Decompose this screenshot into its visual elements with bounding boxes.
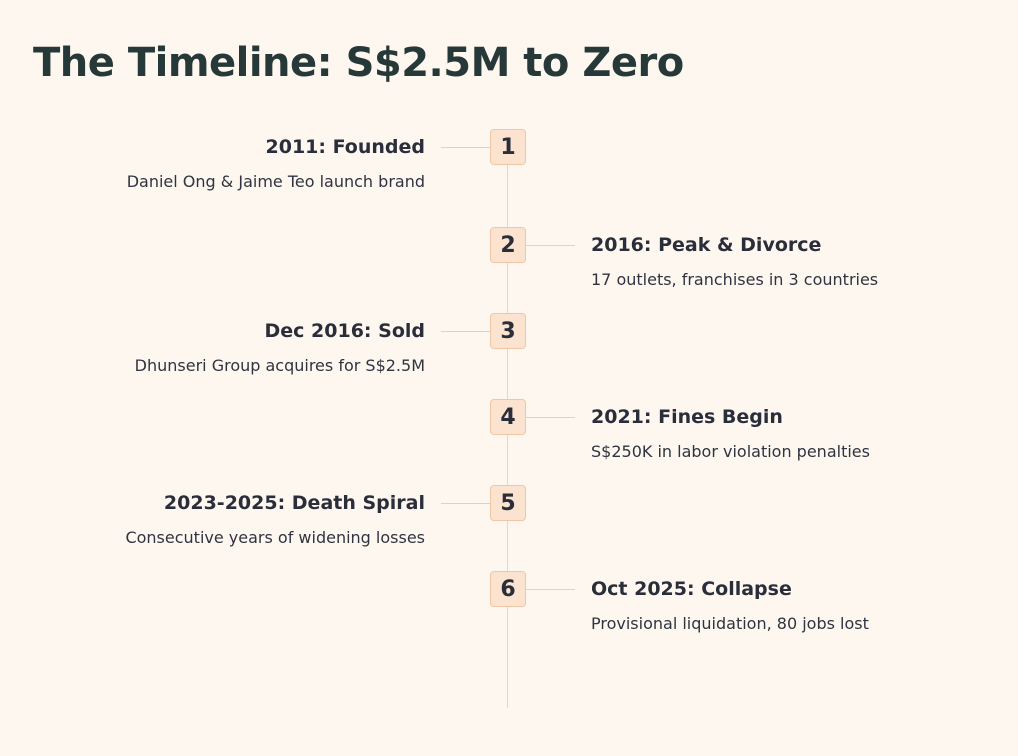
event-description: 17 outlets, franchises in 3 countries <box>591 270 879 289</box>
event-description: Dhunseri Group acquires for S$2.5M <box>134 356 425 375</box>
timeline-spine <box>507 165 508 708</box>
connector <box>441 503 490 504</box>
connector <box>526 589 575 590</box>
event-description: Daniel Ong & Jaime Teo launch brand <box>126 172 425 191</box>
event-title: Oct 2025: Collapse <box>591 578 792 600</box>
step-number: 4 <box>490 399 526 435</box>
step-number: 1 <box>490 129 526 165</box>
step-number: 6 <box>490 571 526 607</box>
connector <box>526 245 575 246</box>
step-number: 3 <box>490 313 526 349</box>
event-title: 2023-2025: Death Spiral <box>163 492 425 514</box>
step-number: 2 <box>490 227 526 263</box>
event-title: 2016: Peak & Divorce <box>591 234 822 256</box>
connector <box>441 331 490 332</box>
step-number: 5 <box>490 485 526 521</box>
connector <box>526 417 575 418</box>
event-description: S$250K in labor violation penalties <box>591 442 870 461</box>
connector <box>441 147 490 148</box>
event-title: 2011: Founded <box>265 136 426 158</box>
event-title: 2021: Fines Begin <box>591 406 783 428</box>
page-title: The Timeline: S$2.5M to Zero <box>33 40 684 86</box>
event-description: Provisional liquidation, 80 jobs lost <box>591 614 869 633</box>
event-title: Dec 2016: Sold <box>264 320 425 342</box>
event-description: Consecutive years of widening losses <box>125 528 425 547</box>
